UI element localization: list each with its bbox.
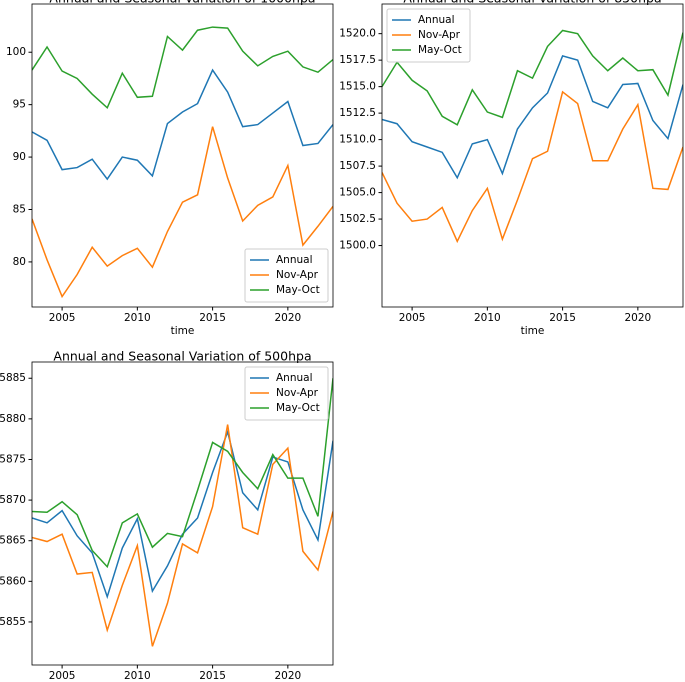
x-tick-label: 2010 (474, 312, 501, 324)
y-tick-label: 1507.5 (339, 160, 376, 172)
plot-area (32, 26, 333, 299)
legend-label: Annual (418, 14, 455, 26)
legend-label: May-Oct (276, 284, 320, 296)
legend-box (244, 248, 329, 303)
series-line (382, 55, 683, 180)
y-tick-label: 1510.0 (339, 134, 376, 146)
chart-title: Annual and Seasonal Variation of 1000hpa (49, 0, 315, 6)
series-line (32, 429, 333, 600)
plot-area (382, 29, 683, 244)
series-line (382, 29, 683, 126)
x-tick-label: 2010 (124, 670, 151, 682)
y-tick-label: 1515.0 (339, 81, 376, 93)
x-tick-label: 2020 (274, 312, 301, 324)
series-line (382, 90, 683, 244)
chart-title: Annual and Seasonal Variation of 500hpa (53, 349, 311, 364)
y-tick-label: 80 (13, 256, 26, 268)
x-axis-label: time (521, 325, 545, 337)
y-tick-label: 1505.0 (339, 187, 376, 199)
legend: Annual Nov-Apr May-Oct (244, 366, 329, 421)
x-axis-label: time (171, 325, 195, 337)
y-tick-label: 100 (6, 46, 26, 58)
chart-title: Annual and Seasonal Variation of 850hpa (403, 0, 661, 6)
x-tick-label: 2020 (274, 670, 301, 682)
legend-label: Annual (276, 254, 313, 266)
series-line (32, 424, 333, 647)
x-tick-label: 2005 (49, 670, 76, 682)
y-tick-label: 1517.5 (339, 54, 376, 66)
series-line (32, 378, 333, 569)
axes-frame (31, 3, 334, 308)
y-tick-label: 1502.5 (339, 213, 376, 225)
y-tick-label: 5860 (0, 575, 26, 587)
y-tick-label: 5880 (0, 413, 26, 425)
subplot: Annual and Seasonal Variation of 500hpat… (0, 349, 334, 682)
y-tick-label: 85 (13, 203, 26, 215)
series-line (32, 68, 333, 181)
y-tick-label: 1512.5 (339, 107, 376, 119)
legend: Annual Nov-Apr May-Oct (386, 8, 471, 63)
legend-label: Annual (276, 372, 313, 384)
legend-label: Nov-Apr (276, 387, 319, 399)
y-tick-label: 5865 (0, 535, 26, 547)
subplot: Annual and Seasonal Variation of 1000hpa… (6, 0, 334, 337)
y-tick-label: 5855 (0, 616, 26, 628)
y-tick-label: 90 (13, 151, 26, 163)
subplot: Annual and Seasonal Variation of 850hpa t… (339, 0, 684, 337)
x-tick-label: 2015 (199, 670, 226, 682)
x-tick-label: 2015 (549, 312, 576, 324)
plot-area (32, 378, 333, 647)
axes-frame (381, 3, 684, 308)
x-tick-label: 2010 (124, 312, 151, 324)
legend-box (386, 8, 471, 63)
series-line (32, 26, 333, 110)
x-tick-label: 2015 (199, 312, 226, 324)
legend-label: May-Oct (276, 402, 320, 414)
y-tick-label: 1500.0 (339, 240, 376, 252)
x-tick-label: 2020 (624, 312, 651, 324)
legend-label: May-Oct (418, 44, 462, 56)
legend: Annual Nov-Apr May-Oct (244, 248, 329, 303)
legend-label: Nov-Apr (276, 269, 319, 281)
y-tick-label: 5885 (0, 372, 26, 384)
legend-label: Nov-Apr (418, 29, 461, 41)
y-tick-label: 5870 (0, 494, 26, 506)
series-line (32, 126, 333, 299)
legend-box (244, 366, 329, 421)
y-tick-label: 1520.0 (339, 28, 376, 40)
x-tick-label: 2005 (399, 312, 426, 324)
y-tick-label: 95 (13, 99, 26, 111)
axes-frame (31, 361, 334, 666)
x-tick-label: 2005 (49, 312, 76, 324)
y-tick-label: 5875 (0, 453, 26, 465)
